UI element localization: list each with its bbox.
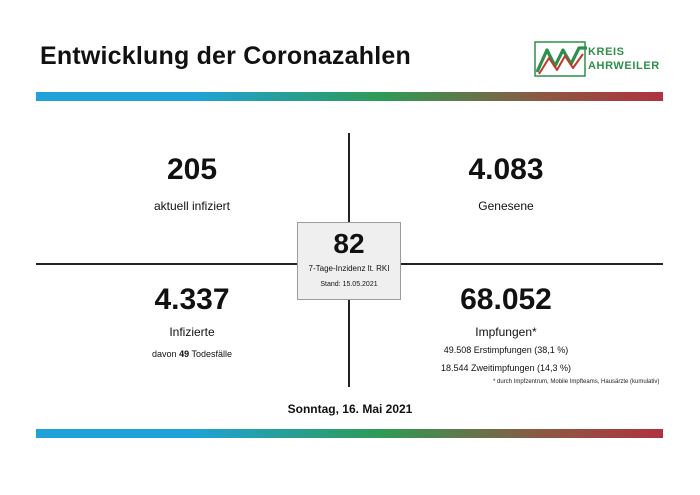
second-vaccinations: 18.544 Zweitimpfungen (14,3 %) — [440, 363, 572, 373]
deaths-value: 49 — [179, 349, 190, 359]
deaths-suffix: Todesfälle — [191, 349, 232, 359]
stat-vaccinations-value: 68.052 — [460, 283, 552, 316]
vaccination-footnote: * durch Impfzentrum, Mobile Impfteams, H… — [493, 379, 660, 385]
incidence-value: 82 — [333, 228, 365, 259]
logo-text-ahrweiler: AHRWEILER — [588, 60, 660, 72]
first-vaccinations: 49.508 Erstimpfungen (38,1 %) — [443, 345, 569, 355]
stat-recovered-value: 4.083 — [468, 153, 544, 186]
stat-deaths-line: davon 49 Todesfälle — [92, 349, 292, 359]
report-date: Sonntag, 16. Mai 2021 — [287, 402, 413, 416]
incidence-stand: Stand: 15.05.2021 — [320, 281, 378, 288]
incidence-box: 82 7-Tage-Inzidenz lt. RKI Stand: 15.05.… — [297, 222, 401, 300]
stat-active-value: 205 — [166, 153, 218, 186]
kreis-ahrweiler-logo: KREIS AHRWEILER — [533, 38, 663, 80]
stat-infected-value: 4.337 — [154, 283, 230, 316]
stat-recovered-label: Genesene — [478, 199, 534, 213]
stat-vaccinations-label: Impfungen* — [475, 325, 537, 339]
incidence-label: 7-Tage-Inzidenz lt. RKI — [308, 264, 390, 273]
stat-active-label: aktuell infiziert — [153, 199, 231, 213]
page-title: Entwicklung der Coronazahlen — [40, 42, 411, 70]
stat-vaccinations: 68.052 Impfungen* 49.508 Erstimpfungen (… — [406, 283, 606, 374]
top-gradient-bar — [36, 92, 663, 101]
stat-infected-total: 4.337 Infizierte davon 49 Todesfälle — [92, 283, 292, 360]
stat-infected-label: Infizierte — [169, 325, 215, 339]
logo-text-kreis: KREIS — [588, 46, 625, 58]
ahrweiler-logo-icon — [534, 41, 587, 77]
stat-recovered: 4.083 Genesene — [406, 153, 606, 214]
deaths-prefix: davon — [152, 349, 177, 359]
stat-active-infected: 205 aktuell infiziert — [92, 153, 292, 214]
bottom-gradient-bar — [36, 429, 663, 438]
